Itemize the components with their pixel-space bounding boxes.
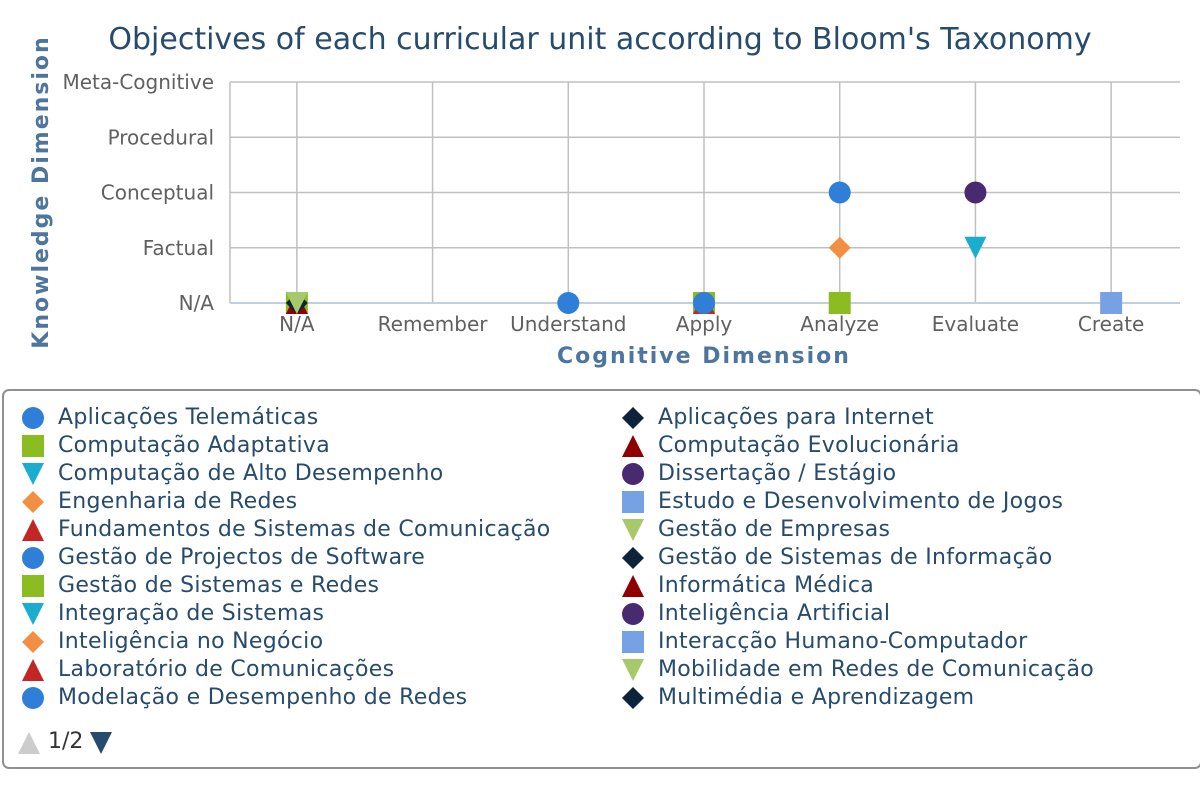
square-marker-icon (622, 631, 644, 653)
data-point-circle[interactable] (964, 181, 987, 204)
legend-item-label: Informática Médica (658, 573, 875, 598)
legend-item-label: Gestão de Sistemas e Redes (58, 573, 380, 598)
triangle-marker-icon (622, 575, 644, 597)
circle-marker-icon (22, 547, 44, 569)
legend-item-label: Estudo e Desenvolvimento de Jogos (658, 489, 1064, 514)
x-axis-tick-labels: N/A Remember Understand Apply Analyze Evaluat… (279, 312, 1144, 336)
x-tick-label: N/A (279, 312, 315, 336)
data-point-square[interactable] (1100, 292, 1123, 314)
legend-page-up-icon[interactable] (16, 730, 42, 756)
diamond-marker-icon (622, 547, 644, 569)
diamond-marker-icon (622, 687, 644, 709)
legend-item-label: Inteligência no Negócio (58, 629, 324, 654)
diamond-marker-icon (22, 631, 44, 653)
square-marker-icon (622, 491, 644, 513)
data-point-triangle-down[interactable] (285, 292, 308, 314)
legend-item-label: Aplicações Telemáticas (58, 405, 319, 430)
legend-page-down-icon[interactable] (88, 730, 114, 756)
data-point-triangle-down[interactable] (964, 236, 987, 259)
circle-marker-icon (22, 687, 44, 709)
data-points (285, 181, 1123, 314)
legend-item-label: Laboratório de Comunicações (58, 657, 395, 682)
triangle-marker-icon (22, 519, 44, 541)
data-point-circle[interactable] (557, 292, 580, 314)
data-point-diamond[interactable] (828, 236, 851, 259)
square-marker-icon (22, 435, 44, 457)
legend-item-label: Multimédia e Aprendizagem (658, 685, 975, 710)
legend-item-label: Mobilidade em Redes de Comunicação (658, 657, 1094, 682)
diamond-marker-icon (622, 407, 644, 429)
legend-item-label: Integração de Sistemas (58, 601, 325, 626)
data-point-circle[interactable] (828, 181, 851, 204)
x-tick-label: Evaluate (932, 312, 1019, 336)
triangle-down-marker-icon (22, 603, 44, 625)
legend-item-label: Engenharia de Redes (58, 489, 298, 514)
data-point-circle[interactable] (693, 292, 715, 314)
square-marker-icon (22, 575, 44, 597)
y-tick-label: Meta-Cognitive (62, 70, 214, 94)
y-tick-label: Factual (143, 236, 214, 260)
y-axis-tick-labels: N/A Factual Conceptual Procedural Meta-Cogni… (62, 70, 214, 315)
x-tick-label: Apply (676, 312, 733, 336)
legend-item-label: Fundamentos de Sistemas de Comunicação (58, 517, 551, 542)
grid-lines (229, 81, 1180, 304)
legend-pagination: 1/2 (16, 728, 136, 758)
legend-item-label: Inteligência Artificial (658, 601, 891, 626)
triangle-down-marker-icon (22, 463, 44, 485)
legend-item-label: Gestão de Projectos de Software (58, 545, 426, 570)
x-tick-label: Remember (378, 312, 489, 336)
x-tick-label: Create (1078, 312, 1144, 336)
x-tick-label: Analyze (800, 312, 879, 336)
x-axis-title: Cognitive Dimension (557, 344, 851, 369)
circle-marker-icon (622, 463, 644, 485)
circle-marker-icon (622, 603, 644, 625)
legend-item-label: Gestão de Empresas (658, 517, 891, 542)
legend-item-label: Computação Adaptativa (58, 433, 331, 458)
legend-item-label: Aplicações para Internet (658, 405, 934, 430)
triangle-down-marker-icon (622, 659, 644, 681)
data-point-square[interactable] (828, 292, 851, 314)
diamond-marker-icon (22, 491, 44, 513)
legend (2, 389, 1200, 769)
triangle-marker-icon (22, 659, 44, 681)
chart-title: Objectives of each curricular unit accor… (108, 22, 1091, 57)
y-tick-label: Procedural (108, 125, 214, 149)
legend-page-indicator: 1/2 (48, 729, 84, 754)
triangle-down-marker-icon (622, 519, 644, 541)
circle-marker-icon (22, 407, 44, 429)
y-axis-title: Knowledge Dimension (29, 35, 54, 348)
x-tick-label: Understand (510, 312, 626, 336)
y-tick-label: N/A (179, 291, 215, 315)
legend-item-label: Gestão de Sistemas de Informação (658, 545, 1053, 570)
y-tick-label: Conceptual (101, 181, 214, 205)
legend-item-label: Modelação e Desempenho de Redes (58, 685, 468, 710)
legend-item-label: Computação Evolucionária (658, 433, 960, 458)
legend-item-label: Interacção Humano-Computador (658, 629, 1028, 654)
scatter-chart: Objectives of each curricular unit accor… (29, 22, 1180, 369)
legend-item-label: Computação de Alto Desempenho (58, 461, 444, 486)
legend-item-label: Dissertação / Estágio (658, 461, 897, 486)
triangle-marker-icon (622, 435, 644, 457)
